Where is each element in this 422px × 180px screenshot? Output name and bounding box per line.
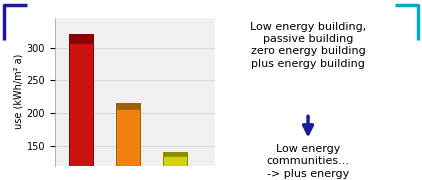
Text: Low energy building,
passive building
zero energy building
plus energy building: Low energy building, passive building ze… [250,22,366,69]
Bar [163,152,187,180]
Bar [69,34,92,43]
Bar [69,34,92,180]
Y-axis label: use (kWh/m² a): use (kWh/m² a) [14,54,24,129]
Text: Low energy
communities...
-> plus energy: Low energy communities... -> plus energy [267,144,349,179]
Bar [116,103,140,109]
Bar [116,103,140,180]
Bar [163,152,187,156]
